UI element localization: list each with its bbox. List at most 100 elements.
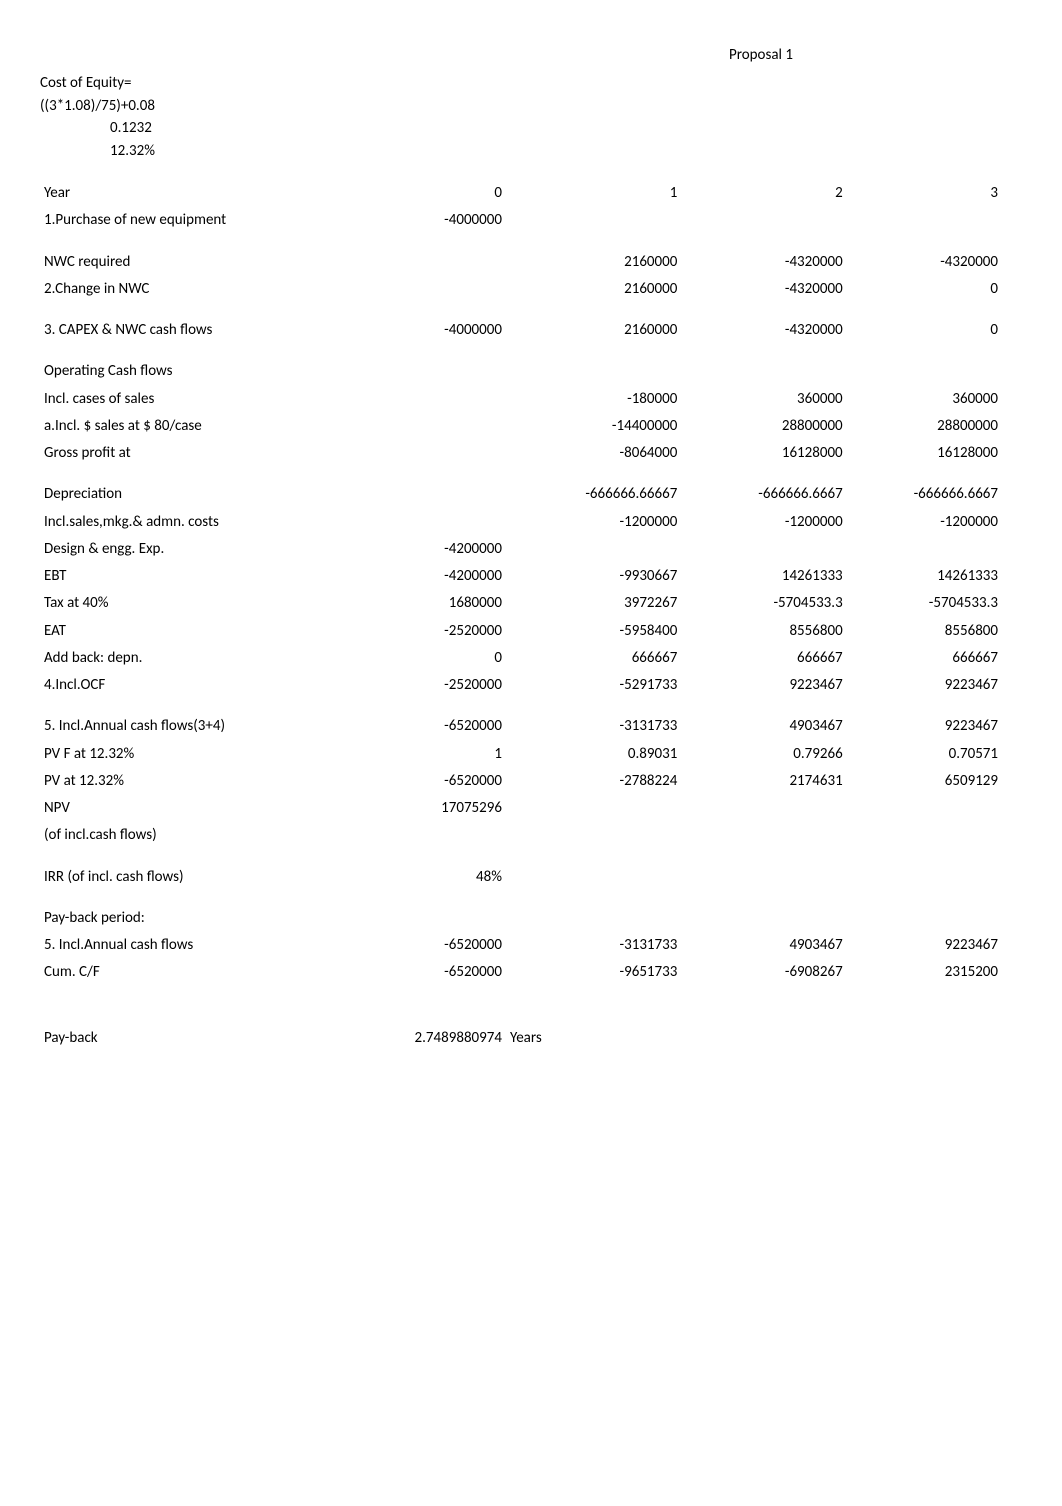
depreciation-label: Depreciation xyxy=(40,481,341,508)
npv-label: NPV xyxy=(40,795,341,822)
table-row: Pay-back period: xyxy=(40,905,1002,932)
cell: -9651733 xyxy=(506,959,681,986)
incl-sales-admn-label: Incl.sales,mkg.& admn. costs xyxy=(40,509,341,536)
cell: -2520000 xyxy=(341,618,506,645)
cell: 16128000 xyxy=(847,440,1002,467)
cell: -4320000 xyxy=(681,249,846,276)
nwc-required-label: NWC required xyxy=(40,249,341,276)
cell: -4320000 xyxy=(847,249,1002,276)
cell: 360000 xyxy=(681,386,846,413)
cell: 2160000 xyxy=(506,317,681,344)
add-back-label: Add back: depn. xyxy=(40,645,341,672)
cell: 2160000 xyxy=(506,276,681,303)
cell: -6520000 xyxy=(341,768,506,795)
table-row: PV F at 12.32% 1 0.89031 0.79266 0.70571 xyxy=(40,741,1002,768)
payback-unit: Years xyxy=(506,1025,681,1052)
cell: 28800000 xyxy=(847,413,1002,440)
cell: -4000000 xyxy=(341,317,506,344)
cell: -666666.6667 xyxy=(681,481,846,508)
cell: -666666.66667 xyxy=(506,481,681,508)
cell: -14400000 xyxy=(506,413,681,440)
cell: 9223467 xyxy=(847,932,1002,959)
cell: 4903467 xyxy=(681,932,846,959)
cell: 4903467 xyxy=(681,713,846,740)
table-row: 2.Change in NWC 2160000 -4320000 0 xyxy=(40,276,1002,303)
proposal-title: Proposal 1 xyxy=(520,40,1002,64)
cell: -4200000 xyxy=(341,536,506,563)
cell: 48% xyxy=(341,864,506,891)
cell: 0.79266 xyxy=(681,741,846,768)
cell: -6520000 xyxy=(341,932,506,959)
cell: 9223467 xyxy=(847,672,1002,699)
cell: 2160000 xyxy=(506,249,681,276)
table-row: Pay-back 2.7489880974 Years xyxy=(40,1025,1002,1052)
cost-of-equity-percent: 12.32% xyxy=(40,140,1002,163)
incl-annual-5b-label: 5. Incl.Annual cash flows xyxy=(40,932,341,959)
cell: -6520000 xyxy=(341,959,506,986)
cell: 2315200 xyxy=(847,959,1002,986)
operating-cf-header: Operating Cash flows xyxy=(40,358,341,385)
cell: -1200000 xyxy=(847,509,1002,536)
cell: -5291733 xyxy=(506,672,681,699)
table-row: Depreciation -666666.66667 -666666.6667 … xyxy=(40,481,1002,508)
financial-table: Year 0 1 2 3 1.Purchase of new equipment… xyxy=(40,180,1002,1052)
cell: 2174631 xyxy=(681,768,846,795)
cell: 17075296 xyxy=(341,795,506,822)
cell: -180000 xyxy=(506,386,681,413)
cell: -1200000 xyxy=(506,509,681,536)
table-row: Gross profit at -8064000 16128000 161280… xyxy=(40,440,1002,467)
table-row: Operating Cash flows xyxy=(40,358,1002,385)
cell: 1680000 xyxy=(341,590,506,617)
cell: 16128000 xyxy=(681,440,846,467)
pvf-label: PV F at 12.32% xyxy=(40,741,341,768)
cell: -3131733 xyxy=(506,713,681,740)
table-row: Design & engg. Exp. -4200000 xyxy=(40,536,1002,563)
payback-header: Pay-back period: xyxy=(40,905,341,932)
cell: 666667 xyxy=(847,645,1002,672)
cell: 14261333 xyxy=(847,563,1002,590)
cell: -4000000 xyxy=(341,207,506,234)
cell: -1200000 xyxy=(681,509,846,536)
cost-of-equity-block: Cost of Equity= ((3*1.08)/75)+0.08 0.123… xyxy=(40,72,1002,162)
cell: 0.70571 xyxy=(847,741,1002,768)
table-row: Year 0 1 2 3 xyxy=(40,180,1002,207)
cell: 3972267 xyxy=(506,590,681,617)
incl-cases-label: Incl. cases of sales xyxy=(40,386,341,413)
incl-ocf-label: 4.Incl.OCF xyxy=(40,672,341,699)
col-3: 3 xyxy=(847,180,1002,207)
table-row: 1.Purchase of new equipment -4000000 xyxy=(40,207,1002,234)
purchase-label: 1.Purchase of new equipment xyxy=(40,207,341,234)
table-row: 5. Incl.Annual cash flows -6520000 -3131… xyxy=(40,932,1002,959)
cell: 360000 xyxy=(847,386,1002,413)
sales-80-label: a.Incl. $ sales at $ 80/case xyxy=(40,413,341,440)
change-nwc-label: 2.Change in NWC xyxy=(40,276,341,303)
cost-of-equity-value: 0.1232 xyxy=(40,117,1002,140)
tax-label: Tax at 40% xyxy=(40,590,341,617)
table-row: Incl. cases of sales -180000 360000 3600… xyxy=(40,386,1002,413)
cell: 0 xyxy=(847,317,1002,344)
cell: -6908267 xyxy=(681,959,846,986)
cell: -8064000 xyxy=(506,440,681,467)
capex-nwc-label: 3. CAPEX & NWC cash flows xyxy=(40,317,341,344)
table-row: NPV 17075296 xyxy=(40,795,1002,822)
cell: -2520000 xyxy=(341,672,506,699)
table-row: 3. CAPEX & NWC cash flows -4000000 21600… xyxy=(40,317,1002,344)
cell: -2788224 xyxy=(506,768,681,795)
table-row: IRR (of incl. cash flows) 48% xyxy=(40,864,1002,891)
col-0: 0 xyxy=(341,180,506,207)
cell: 8556800 xyxy=(847,618,1002,645)
cell: -4200000 xyxy=(341,563,506,590)
table-row: NWC required 2160000 -4320000 -4320000 xyxy=(40,249,1002,276)
document-page: Proposal 1 Cost of Equity= ((3*1.08)/75)… xyxy=(0,0,1062,1506)
cell: -5704533.3 xyxy=(681,590,846,617)
cell: -666666.6667 xyxy=(847,481,1002,508)
cell: 1 xyxy=(341,741,506,768)
cost-of-equity-formula: ((3*1.08)/75)+0.08 xyxy=(40,95,1002,118)
cell: -4320000 xyxy=(681,276,846,303)
payback-label: Pay-back xyxy=(40,1025,341,1052)
cell: -5704533.3 xyxy=(847,590,1002,617)
cum-cf-label: Cum. C/F xyxy=(40,959,341,986)
table-row: Add back: depn. 0 666667 666667 666667 xyxy=(40,645,1002,672)
year-label: Year xyxy=(40,180,341,207)
cell: 6509129 xyxy=(847,768,1002,795)
